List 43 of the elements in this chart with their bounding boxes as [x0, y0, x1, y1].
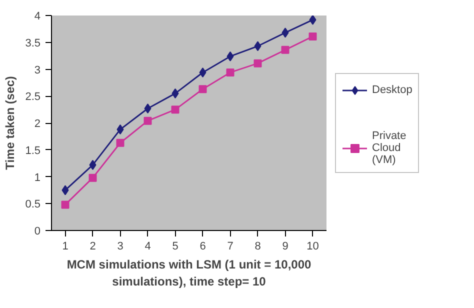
x-tick-label: 10	[306, 240, 319, 252]
point	[61, 200, 70, 209]
point	[254, 59, 262, 68]
point	[308, 32, 317, 40]
x-tick-label: 4	[144, 240, 151, 252]
y-tick-label: 0	[34, 226, 41, 238]
x-axis-title: MCM simulations with LSM (1 unit = 10,000 simulations), time step= 10	[66, 258, 312, 288]
x-tick-label: 2	[90, 240, 96, 252]
point	[198, 85, 207, 94]
y-tick-label: 1	[34, 172, 41, 184]
point	[226, 68, 234, 76]
point	[116, 124, 124, 134]
x-tick-label: 8	[254, 240, 261, 252]
point	[88, 174, 97, 182]
x-tick-label: 6	[200, 240, 206, 252]
y-tick-label: 3.5	[25, 37, 41, 50]
point	[281, 46, 290, 54]
point	[254, 41, 262, 52]
x-tick-label: 3	[117, 240, 124, 252]
legend-label: Desktop	[372, 84, 412, 96]
x-tick-label: 1	[62, 240, 68, 252]
point	[282, 28, 289, 38]
point	[144, 116, 152, 125]
x-tick-label: 9	[282, 240, 288, 252]
point	[62, 185, 69, 196]
y-tick-label: 2	[34, 118, 41, 130]
point	[199, 67, 206, 78]
legend-label: Private Cloud (VM)	[372, 130, 406, 166]
y-tick-label: 4	[34, 10, 41, 22]
point	[144, 103, 152, 114]
point	[116, 138, 124, 147]
y-tick-label: 2.5	[25, 91, 41, 104]
y-tick-label: 1.5	[25, 144, 41, 157]
point	[226, 51, 234, 62]
x-tick-label: 5	[172, 240, 178, 252]
point	[309, 16, 316, 25]
point	[171, 106, 180, 114]
point	[172, 88, 179, 98]
y-axis-title: Time taken (sec)	[3, 76, 18, 170]
y-tick-label: 0.5	[25, 198, 41, 211]
x-tick-label: 7	[227, 240, 234, 252]
y-tick-label: 3	[34, 64, 41, 76]
point	[89, 160, 96, 170]
